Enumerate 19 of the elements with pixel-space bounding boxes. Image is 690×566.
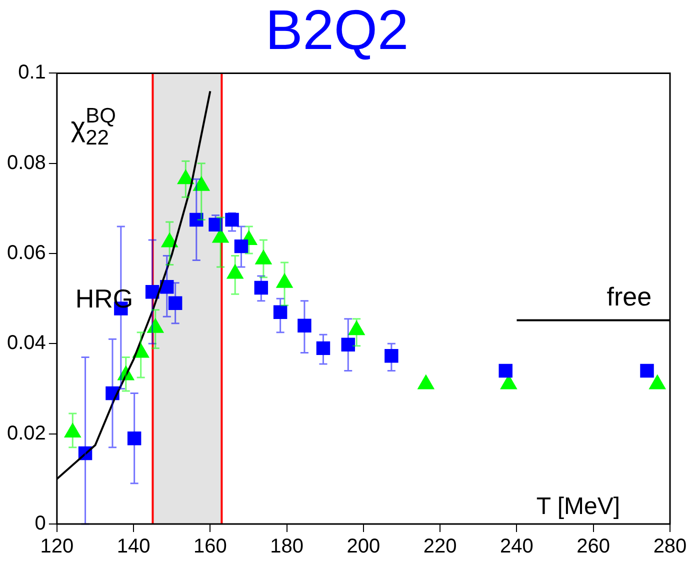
x-tick-label: 240 bbox=[500, 536, 534, 558]
y-tick-label: 0.08 bbox=[6, 152, 46, 174]
x-tick-label: 140 bbox=[116, 536, 150, 558]
x-tick-label: 280 bbox=[653, 536, 687, 558]
x-tick-label: 120 bbox=[40, 536, 74, 558]
y-tick-label: 0.06 bbox=[6, 242, 46, 264]
x-tick-label: 160 bbox=[194, 536, 227, 558]
chart-title: B2Q2 bbox=[265, 0, 409, 62]
y-tick-label: 0.04 bbox=[6, 332, 46, 354]
y-tick-label: 0 bbox=[34, 512, 46, 535]
y-tick-label: 0.02 bbox=[6, 422, 46, 444]
x-tick-label: 180 bbox=[270, 536, 304, 558]
x-tick-label: 260 bbox=[576, 536, 610, 558]
x-axis-title: T [MeV] bbox=[536, 493, 620, 520]
x-tick-label: 220 bbox=[423, 536, 457, 558]
annotation: free bbox=[606, 281, 652, 312]
x-tick-label: 200 bbox=[346, 536, 380, 558]
annotation: HRG bbox=[75, 284, 134, 314]
y-tick-label: 0.1 bbox=[18, 62, 46, 84]
